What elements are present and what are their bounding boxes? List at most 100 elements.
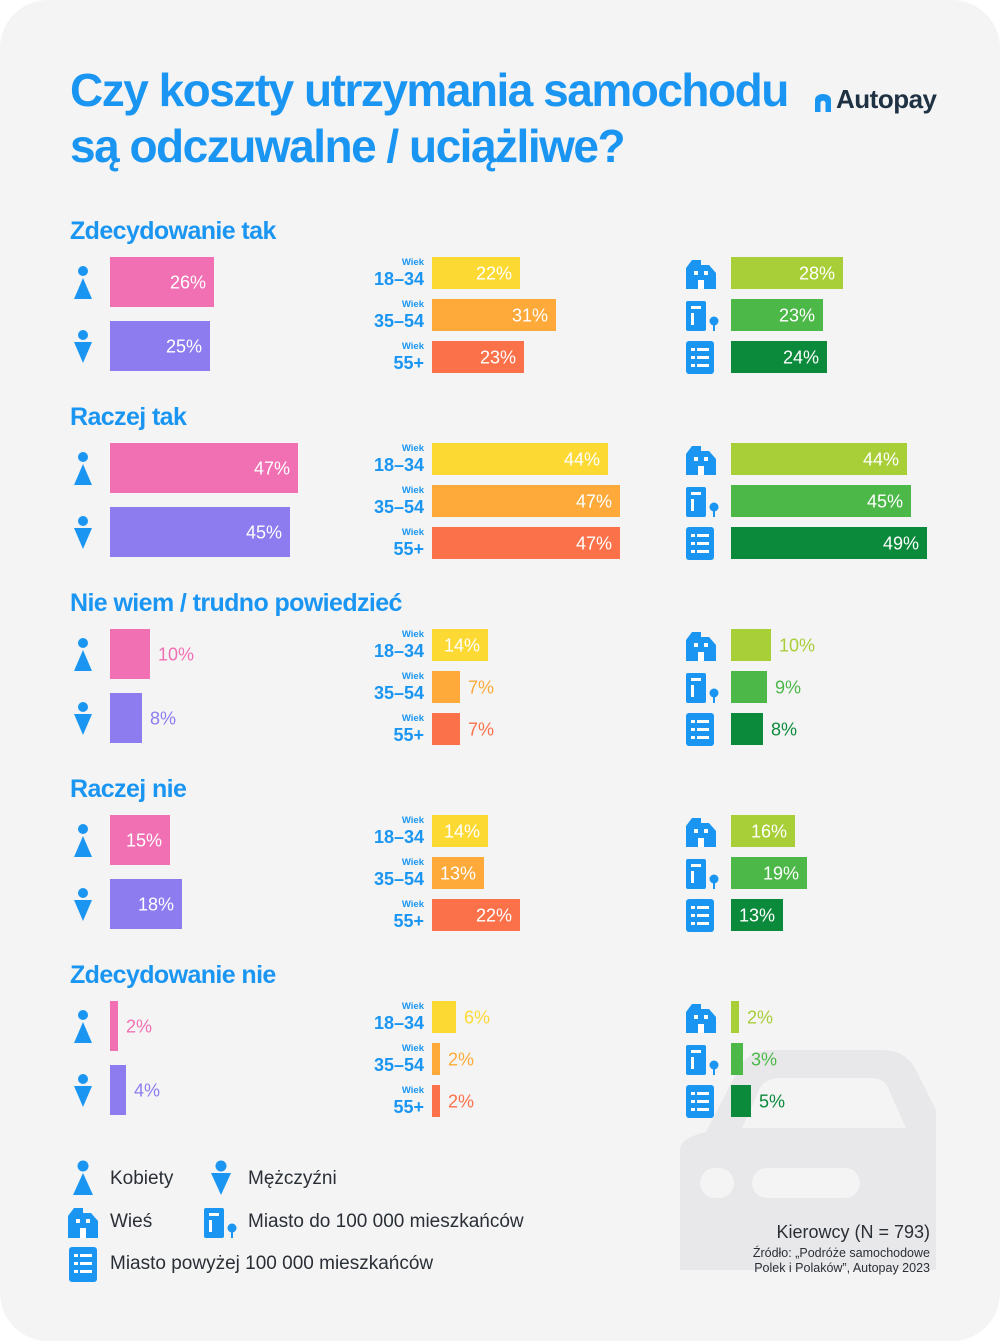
gender-1-value-label: 2%	[126, 1017, 152, 1037]
city-large-icon-window	[697, 914, 709, 917]
city-large-icon-window	[691, 906, 695, 909]
gender-2-bar	[110, 1065, 126, 1115]
legend-village-label: Wieś	[110, 1211, 153, 1232]
gender-1-bar	[110, 257, 214, 307]
city-large-icon-window	[697, 534, 709, 537]
village-icon-door	[698, 280, 704, 289]
village-icon-window	[694, 271, 698, 275]
residence-2-value-label: 23%	[779, 306, 815, 326]
city-large-icon-window	[691, 914, 695, 917]
residence-1-bar	[731, 257, 843, 289]
section-title: Raczej nie	[70, 775, 187, 803]
age-2-bar	[432, 299, 556, 331]
city-large-icon-window	[697, 356, 709, 359]
age-1-value-label: 14%	[444, 636, 480, 656]
legend-city-small-label: Miasto do 100 000 mieszkańców	[248, 1211, 524, 1232]
age-3-bar	[432, 527, 620, 559]
city-small-icon-tree	[709, 688, 719, 698]
city-small-icon-door	[691, 1057, 694, 1069]
age-group-label: 35–54	[374, 497, 424, 517]
woman-icon-body	[74, 464, 92, 485]
man-icon-body	[74, 342, 92, 363]
city-small-icon-building	[686, 301, 706, 331]
man-icon-body	[74, 900, 92, 921]
age-small-label: Wiek	[402, 443, 425, 454]
man-icon-head	[78, 702, 88, 712]
woman-icon-head	[78, 266, 88, 276]
village-icon-door	[698, 652, 704, 661]
gender-1-value-label: 10%	[158, 645, 194, 665]
village-icon-window	[694, 829, 698, 833]
city-large-icon-window	[691, 550, 695, 553]
gender-2-bar	[110, 693, 142, 743]
legend-city-large-label: Miasto powyżej 100 000 mieszkańców	[110, 1253, 434, 1274]
age-1-bar	[432, 443, 608, 475]
age-group-label: 18–34	[374, 827, 424, 847]
section-title: Zdecydowanie tak	[70, 217, 276, 245]
man-icon	[211, 1160, 231, 1195]
age-2-value-label: 13%	[440, 864, 476, 884]
age-small-label: Wiek	[402, 899, 425, 910]
gender-1-bar	[110, 443, 298, 493]
city-large-icon-window	[691, 1100, 695, 1103]
gender-2-bar	[110, 507, 290, 557]
age-1-value-label: 22%	[476, 264, 512, 284]
age-2-value-label: 2%	[448, 1050, 474, 1070]
age-2-bar	[432, 671, 460, 703]
age-small-label: Wiek	[402, 341, 425, 352]
age-3-value-label: 2%	[448, 1092, 474, 1112]
source-line-1: Źródło: „Podróże samochodowe	[752, 1246, 930, 1260]
woman-icon-body	[74, 836, 92, 857]
residence-3-bar	[731, 341, 827, 373]
residence-1-bar	[731, 443, 907, 475]
gender-2-value-label: 4%	[134, 1081, 160, 1101]
city-large-icon-window	[697, 922, 709, 925]
residence-3-bar	[731, 713, 763, 745]
gender-1-bar	[110, 1001, 118, 1051]
city-small-icon-window	[691, 492, 701, 495]
village-icon-window	[704, 829, 708, 833]
age-small-label: Wiek	[402, 1085, 425, 1096]
city-small-icon-door	[691, 685, 694, 697]
city-small-icon-trunk	[713, 882, 715, 889]
residence-1-value-label: 28%	[799, 264, 835, 284]
man-icon-head	[78, 1074, 88, 1084]
autopay-logo-icon	[815, 94, 831, 112]
village-icon-shape	[686, 818, 716, 847]
legend-women-label: Kobiety	[110, 1168, 174, 1189]
city-small-icon-door	[691, 499, 694, 511]
village-icon-shape	[686, 632, 716, 661]
village-house-icon	[68, 1208, 98, 1238]
woman-icon-body	[74, 1022, 92, 1043]
residence-3-value-label: 24%	[783, 348, 819, 368]
city-large-icon-window	[697, 1092, 709, 1095]
residence-2-bar	[731, 671, 767, 703]
village-icon-shape	[686, 1004, 716, 1033]
gender-1-bar	[110, 815, 170, 865]
city-small-icon-building	[686, 673, 706, 703]
source-note: Źródło: „Podróże samochodowe Polek i Pol…	[710, 1246, 930, 1276]
gender-1-value-label: 26%	[170, 273, 206, 293]
woman-icon	[73, 1160, 93, 1195]
age-small-label: Wiek	[402, 815, 425, 826]
age-2-bar	[432, 1043, 440, 1075]
city-small-icon-building	[686, 487, 706, 517]
age-2-bar	[432, 857, 484, 889]
residence-3-value-label: 8%	[771, 720, 797, 740]
residence-1-value-label: 2%	[747, 1008, 773, 1028]
residence-2-value-label: 3%	[751, 1050, 777, 1070]
page-title: Czy koszty utrzymania samochodu są odczu…	[70, 62, 810, 174]
city-large-icon-window	[691, 736, 695, 739]
source-line-2: Polek i Polaków”, Autopay 2023	[754, 1261, 930, 1275]
city-large-icon-window	[691, 348, 695, 351]
city-large-icon-window	[691, 542, 695, 545]
man-icon-body	[74, 528, 92, 549]
age-small-label: Wiek	[402, 257, 425, 268]
city-large-icon-window	[697, 736, 709, 739]
city-large-icon-window	[691, 1092, 695, 1095]
small-city-building-icon	[204, 1208, 237, 1238]
age-2-bar	[432, 485, 620, 517]
